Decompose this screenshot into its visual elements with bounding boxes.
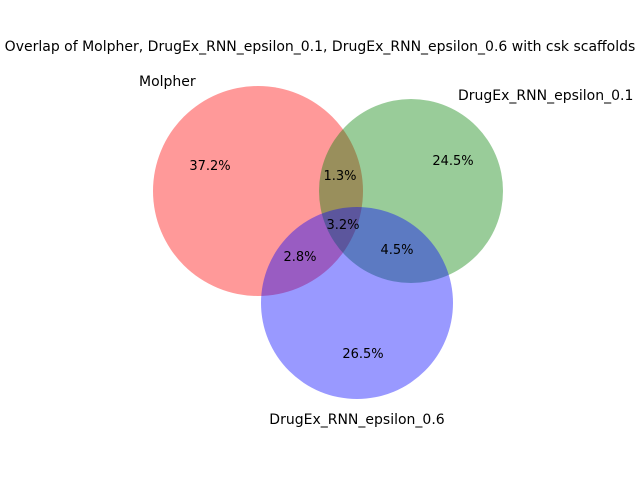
set-label-drugex-epsilon-0-6: DrugEx_RNN_epsilon_0.6 xyxy=(269,412,444,428)
set-label-molpher: Molpher xyxy=(139,74,196,90)
region-label-drugex-0-6-only: 26.5% xyxy=(342,347,383,362)
region-label-drugex-0-1-drugex-0-6: 4.5% xyxy=(380,243,413,258)
set-label-drugex-epsilon-0-1: DrugEx_RNN_epsilon_0.1 xyxy=(458,88,633,104)
region-label-molpher-drugex-0-6: 2.8% xyxy=(283,250,316,265)
chart-title: Overlap of Molpher, DrugEx_RNN_epsilon_0… xyxy=(5,39,636,55)
region-label-drugex-0-1-only: 24.5% xyxy=(432,154,473,169)
region-label-all-three: 3.2% xyxy=(326,218,359,233)
region-label-molpher-only: 37.2% xyxy=(189,159,230,174)
region-label-molpher-drugex-0-1: 1.3% xyxy=(323,169,356,184)
set-circle-molpher xyxy=(153,86,363,296)
set-circle-drugex-epsilon-0-1 xyxy=(319,99,503,283)
set-circle-drugex-epsilon-0-6 xyxy=(261,207,453,399)
